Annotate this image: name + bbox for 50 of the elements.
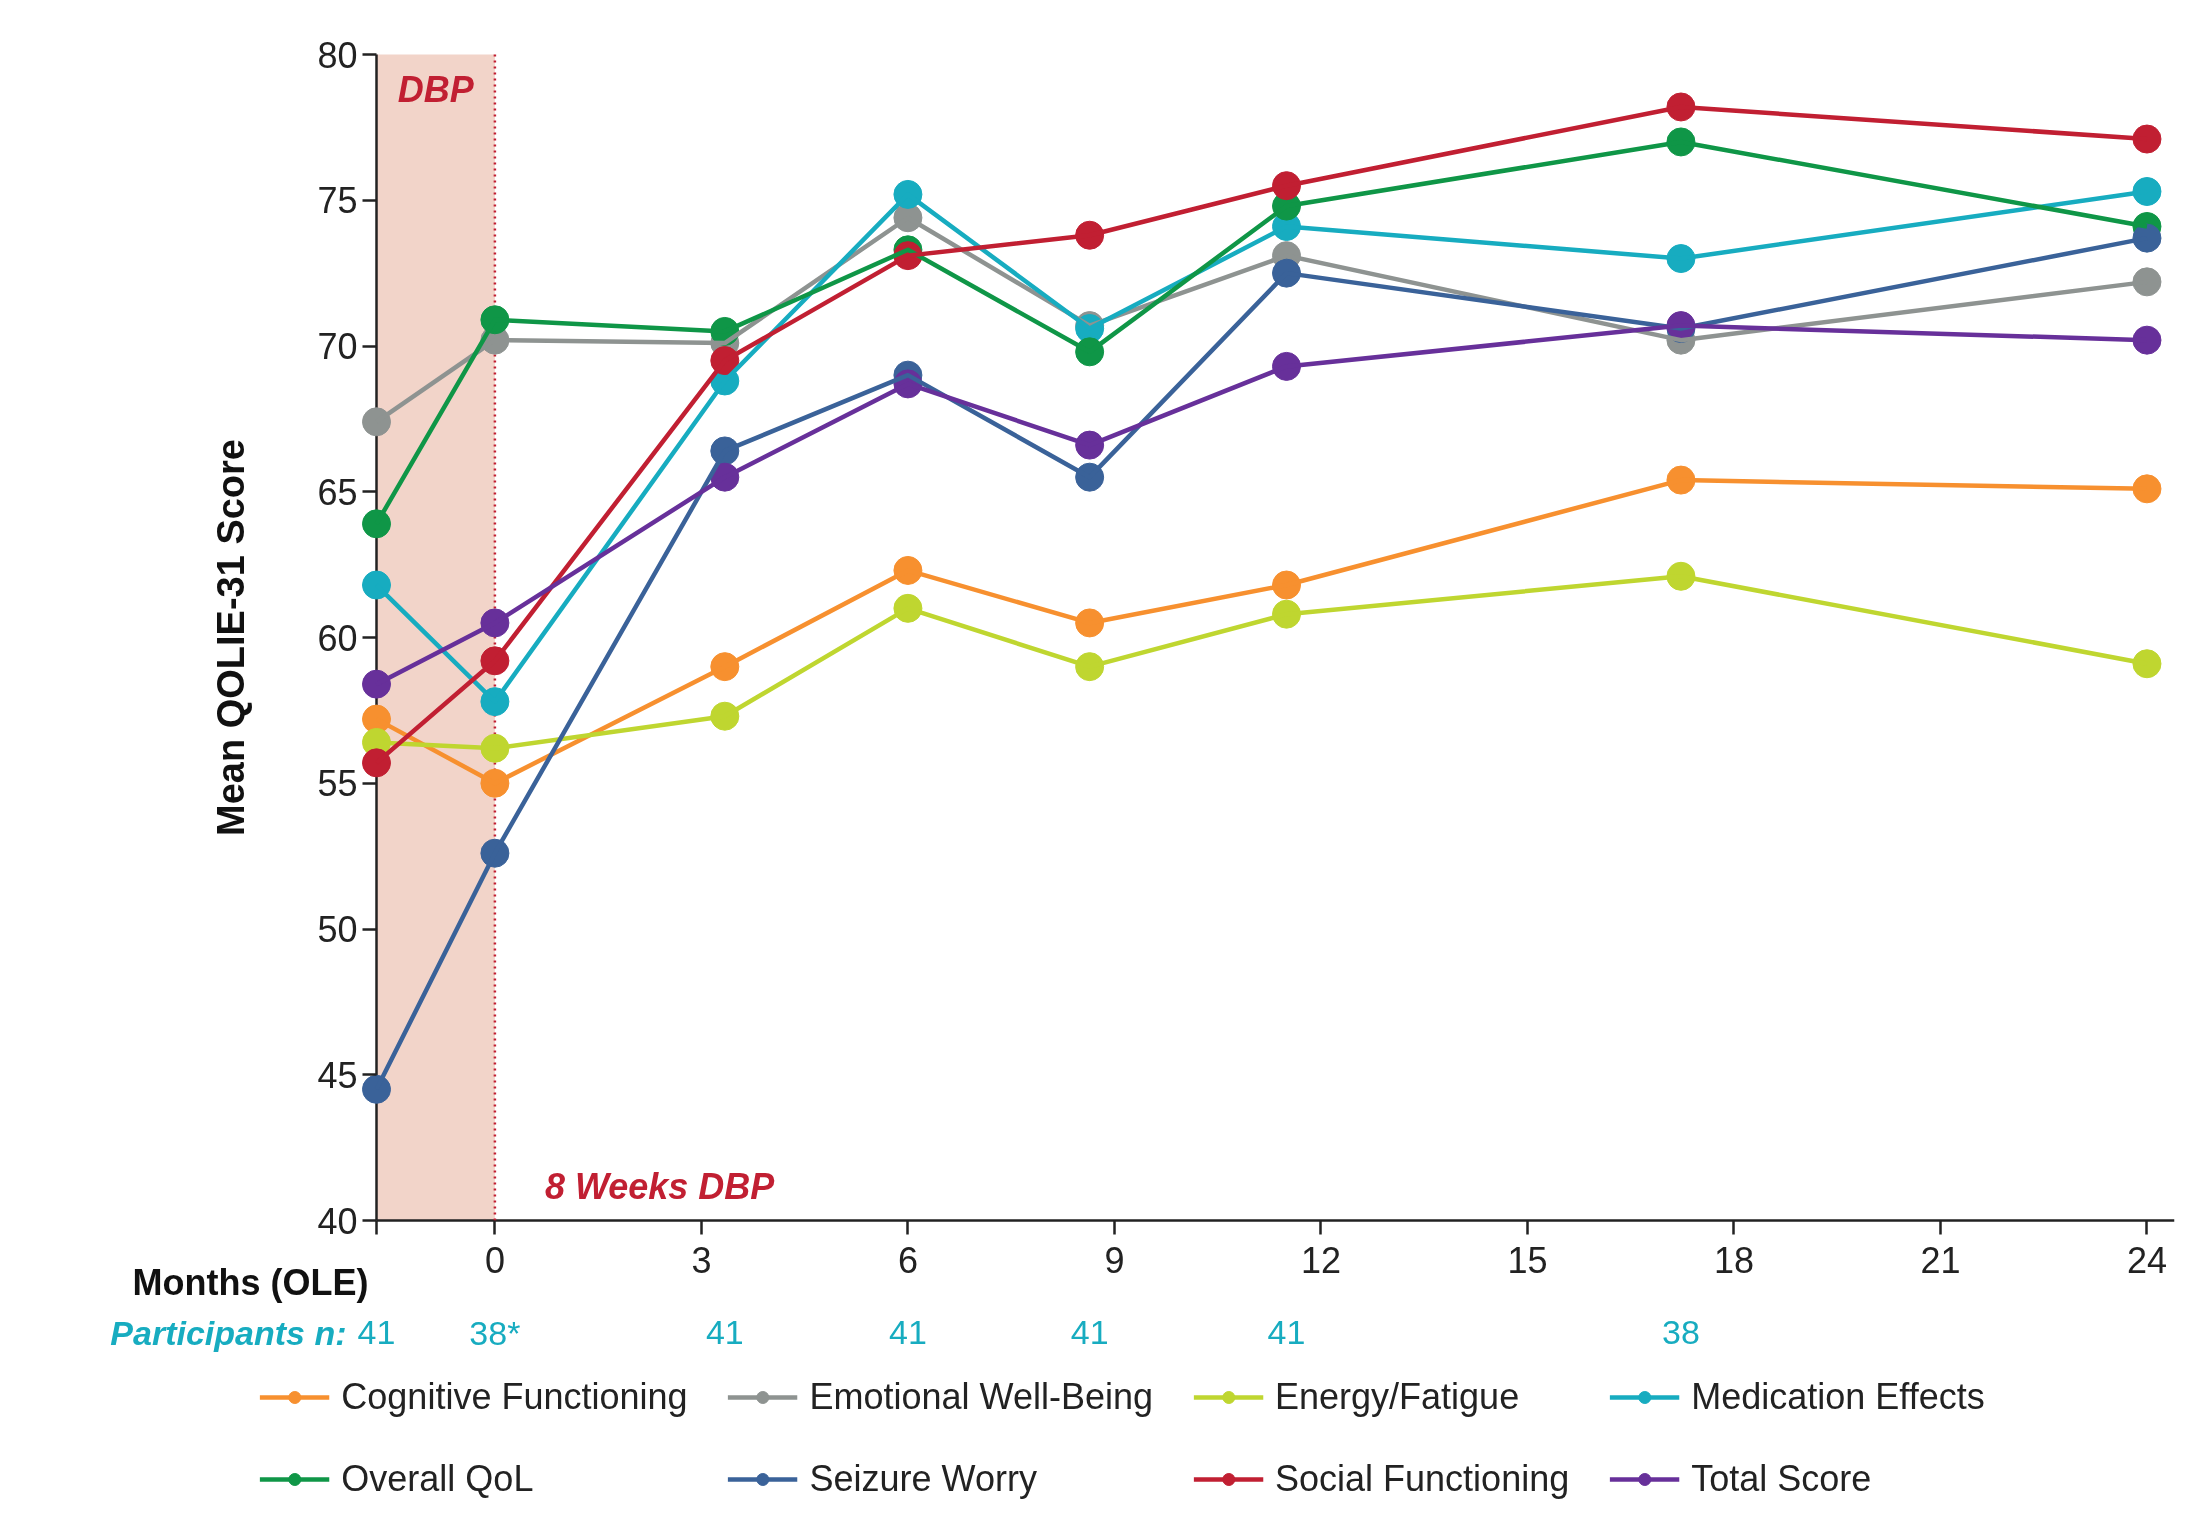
point [362, 1074, 391, 1104]
point [2132, 177, 2162, 206]
y-tick-label: 80 [317, 34, 358, 76]
legend-label: Emotional Well-Being [809, 1376, 1154, 1418]
legend-label: Energy/Fatigue [1275, 1376, 1520, 1418]
x-tick-label: 24 [2126, 1239, 2167, 1281]
x-tick-label: 18 [1713, 1239, 1754, 1281]
point [2132, 474, 2162, 504]
text: 41 [889, 1313, 927, 1351]
x-tick-label: 6 [897, 1239, 918, 1281]
x-tick-label: 15 [1507, 1239, 1548, 1281]
point [362, 570, 391, 600]
point [362, 748, 391, 778]
legend-label: Social Functioning [1275, 1458, 1570, 1500]
y-tick-label: 45 [317, 1054, 358, 1096]
y-tick-label: 75 [317, 180, 358, 222]
y-tick-label: 65 [317, 471, 358, 513]
y-tick-label: 60 [317, 617, 358, 659]
text: Participants n: [110, 1313, 347, 1352]
legend-label: Overall QoL [341, 1458, 534, 1500]
point [2132, 267, 2162, 297]
legend-label: Cognitive Functioning [341, 1376, 688, 1418]
x-tick-label: 21 [1920, 1239, 1961, 1281]
text: 41 [357, 1313, 396, 1351]
point [362, 407, 391, 437]
text: 38* [469, 1313, 521, 1352]
point [362, 669, 391, 699]
ref-line-label: 8 Weeks DBP [544, 1165, 776, 1207]
y-tick-label: 55 [317, 763, 358, 805]
point [2132, 124, 2162, 154]
legend-label: Seizure Worry [809, 1458, 1037, 1500]
x-tick-label: 9 [1104, 1239, 1125, 1281]
text: 41 [1070, 1313, 1109, 1351]
legend-label: Total Score [1691, 1458, 1872, 1500]
text: 41 [1267, 1313, 1306, 1351]
x-tick-label: 12 [1300, 1239, 1341, 1281]
y-tick-label: 70 [317, 326, 358, 367]
x-tick-label: 3 [691, 1239, 712, 1281]
band-label: DBP [397, 68, 475, 110]
y-tick-label: 50 [317, 909, 358, 950]
x-axis-title: Months (OLE) [132, 1262, 369, 1303]
point [362, 509, 391, 539]
text: 41 [705, 1313, 744, 1351]
legend-label: Medication Effects [1691, 1376, 1985, 1418]
y-tick-label: 40 [317, 1200, 358, 1242]
y-axis-title: Mean QOLIE-31 Score [209, 438, 252, 837]
point [2132, 325, 2162, 355]
point [2132, 649, 2162, 679]
text: 38 [1662, 1313, 1700, 1351]
x-tick-label: 0 [484, 1239, 505, 1281]
